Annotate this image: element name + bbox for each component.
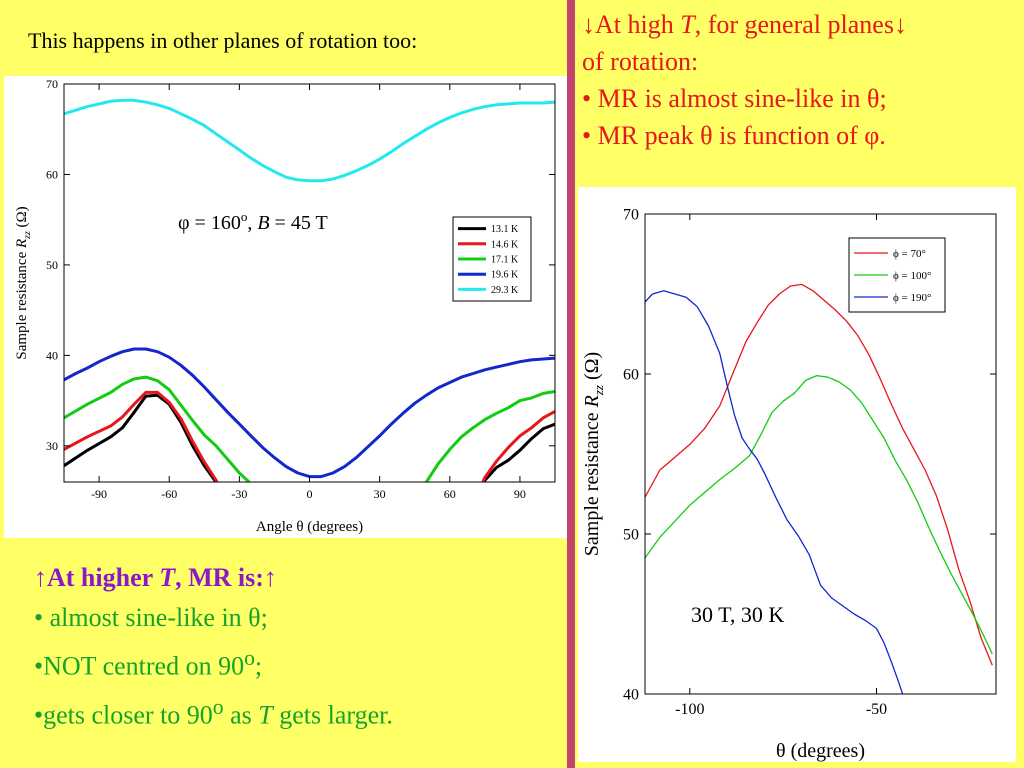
x-tick-label: 90	[514, 487, 526, 501]
legend-label-4: 29.3 K	[491, 285, 519, 296]
y-tick-label: 60	[46, 168, 58, 182]
legend-label-2: 17.1 K	[491, 255, 519, 266]
x-tick-label: 30	[374, 487, 386, 501]
series-line-3	[64, 347, 555, 479]
right-note-line3: • MR is almost sine-like in θ;	[582, 84, 887, 113]
y-tick-label: 30	[46, 439, 58, 453]
y-tick-label: 60	[623, 367, 639, 384]
left-note-line2-pre: •NOT centred on 90	[34, 651, 245, 681]
legend-label-0: ϕ = 70°	[893, 248, 926, 260]
left-note-line3-mid: as	[223, 700, 259, 730]
left-note-line2-sup: o	[244, 646, 255, 670]
series-line-0	[64, 393, 555, 482]
series-line-4	[64, 98, 555, 183]
left-note-line3-post: gets larger.	[272, 700, 393, 730]
right-note-line1: ↓At high T, for general planes↓	[582, 6, 1022, 43]
right-note-line4: • MR peak θ is function of φ.	[582, 121, 886, 150]
left-chart: -90 -60 -30 0 30 60 90 30 40 50 60 70 Angle θ (degre…	[14, 77, 556, 535]
x-tick-label: -30	[231, 487, 247, 501]
series-line-1	[645, 374, 993, 655]
right-chart: -100 -50 40 50 60 70 θ (degrees) Sample resista…	[581, 207, 997, 762]
series-line-0	[645, 283, 993, 666]
chart-annotation: 30 T, 30 K	[691, 602, 784, 627]
y-tick-label: 40	[46, 349, 58, 363]
x-tick-label: -60	[161, 487, 177, 501]
y-tick-label: 70	[46, 77, 58, 91]
legend-label-0: 13.1 K	[491, 224, 519, 235]
y-tick-label: 40	[623, 687, 639, 704]
left-note-line3-sup: o	[212, 694, 224, 719]
right-notes: ↓At high T, for general planes↓ of rotat…	[582, 6, 1022, 154]
y-tick-label: 70	[623, 207, 639, 224]
plot-area	[645, 283, 993, 694]
x-tick-label: 60	[444, 487, 456, 501]
left-note-line1: • almost sine-like in θ;	[34, 603, 268, 632]
left-notes: ↑At higher T, MR is:↑ • almost sine-like…	[34, 558, 554, 735]
x-tick-label: -90	[91, 487, 107, 501]
right-note-line1-T: T	[680, 10, 695, 39]
left-note-line2-post: ;	[254, 651, 263, 681]
x-tick-label: 0	[307, 487, 313, 501]
left-chart-panel: -90 -60 -30 0 30 60 90 30 40 50 60 70 Angle θ (degre…	[4, 76, 567, 538]
left-note-line3-pre: •gets closer to 90	[34, 700, 213, 730]
y-tick-label: 50	[46, 258, 58, 272]
left-note-heading-post: , MR is:↑	[175, 563, 277, 592]
left-note-line3: •gets closer to 90o as T gets larger.	[34, 687, 554, 736]
legend-label-1: 14.6 K	[491, 239, 519, 250]
left-caption: This happens in other planes of rotation…	[28, 28, 418, 53]
left-note-heading-pre: ↑At higher	[34, 563, 160, 592]
right-note-line2: of rotation:	[582, 47, 699, 76]
y-tick-label: 50	[623, 527, 639, 544]
axes-frame	[644, 213, 997, 695]
x-tick-label: -50	[866, 701, 887, 718]
legend-label-1: ϕ = 100°	[893, 270, 931, 282]
legend: ϕ = 70° ϕ = 100° ϕ = 190°	[848, 237, 946, 313]
left-note-line2: •NOT centred on 90o;	[34, 638, 554, 687]
left-note-heading: ↑At higher T, MR is:↑	[34, 558, 554, 598]
y-axis-label: Sample resistance Rzz (Ω)	[14, 206, 33, 359]
series-line-1	[64, 390, 555, 482]
left-note-heading-T: T	[159, 563, 176, 592]
left-note-line3-T: T	[258, 700, 273, 730]
legend: 13.1 K 14.6 K 17.1 K 19.6 K 29.3 K	[452, 216, 532, 302]
series-line-2	[645, 290, 904, 694]
plot-area	[64, 98, 555, 482]
x-axis-label: θ (degrees)	[776, 740, 865, 762]
y-axis-label: Sample resistance Rzz (Ω)	[581, 352, 606, 556]
series-line-2	[64, 375, 555, 482]
right-note-line1-pre: ↓At high	[582, 10, 681, 39]
slide-divider	[567, 0, 575, 768]
legend-label-3: 19.6 K	[491, 270, 519, 281]
chart-annotation: φ = 160o, B = 45 T	[178, 209, 328, 234]
legend-label-2: ϕ = 190°	[893, 292, 931, 304]
x-axis-label: Angle θ (degrees)	[256, 519, 363, 535]
right-chart-panel: -100 -50 40 50 60 70 θ (degrees) Sample resista…	[578, 187, 1016, 762]
x-tick-label: -100	[675, 701, 704, 718]
right-note-line1-post: , for general planes↓	[694, 10, 907, 39]
